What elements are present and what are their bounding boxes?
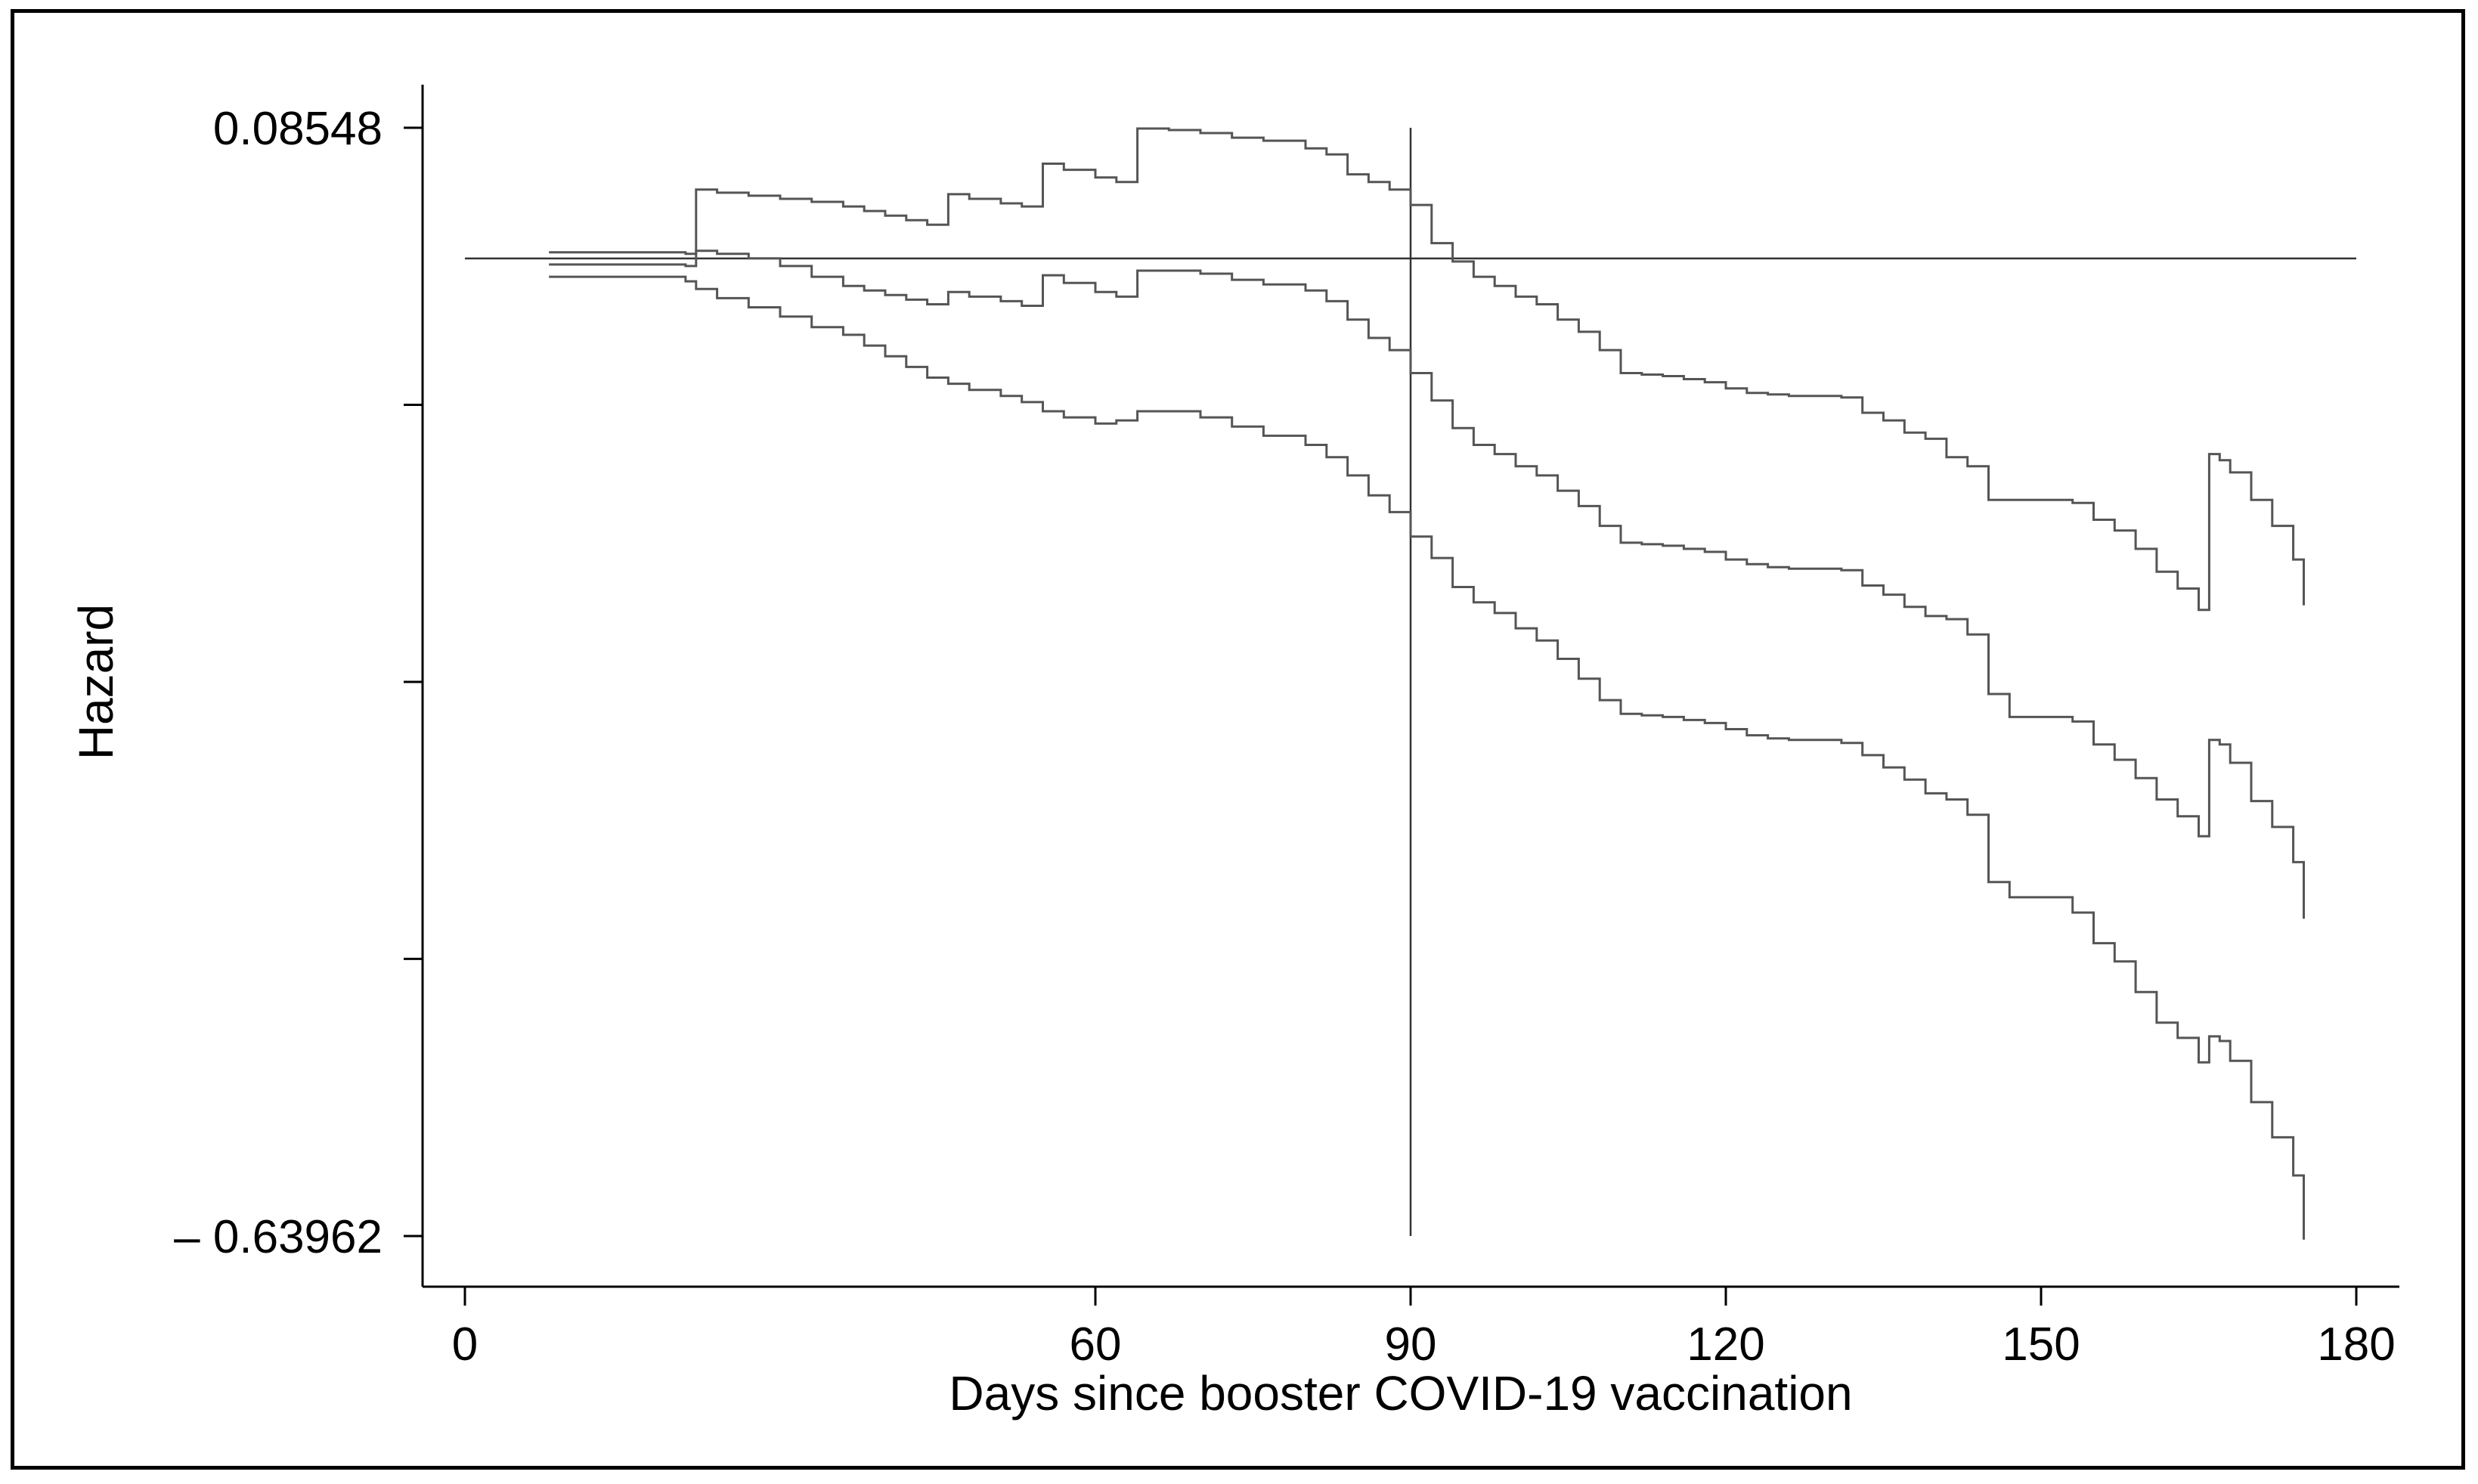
series-line-lower-confidence-bound	[549, 275, 2305, 1240]
y-tick-label-0: 0.08548	[213, 103, 383, 155]
y-axis-title: Hazard	[69, 604, 123, 760]
x-tick-label-150: 150	[2002, 1318, 2080, 1371]
hazard-chart: 0 60 90 120 150 180 0.08548 – 0.63962 Days sin…	[69, 85, 2399, 1420]
reference-lines	[465, 128, 2356, 1236]
x-tick-label-120: 120	[1687, 1318, 1764, 1371]
x-ticks: 0 60 90 120 150 180	[452, 1287, 2396, 1371]
y-tick-label-4: – 0.63962	[174, 1211, 383, 1263]
x-axis-title: Days since booster COVID-19 vaccination	[949, 1366, 1852, 1420]
figure-frame: 0 60 90 120 150 180 0.08548 – 0.63962 Days sin…	[11, 9, 2465, 1470]
series-line-upper-confidence-bound	[549, 127, 2305, 612]
y-ticks: 0.08548 – 0.63962	[174, 103, 423, 1263]
x-tick-label-60: 60	[1070, 1318, 1122, 1371]
series-line-hazard-estimate	[549, 249, 2305, 919]
x-tick-label-90: 90	[1385, 1318, 1437, 1371]
series-layer	[549, 127, 2305, 1240]
x-tick-label-0: 0	[452, 1318, 478, 1371]
x-tick-label-180: 180	[2317, 1318, 2395, 1371]
